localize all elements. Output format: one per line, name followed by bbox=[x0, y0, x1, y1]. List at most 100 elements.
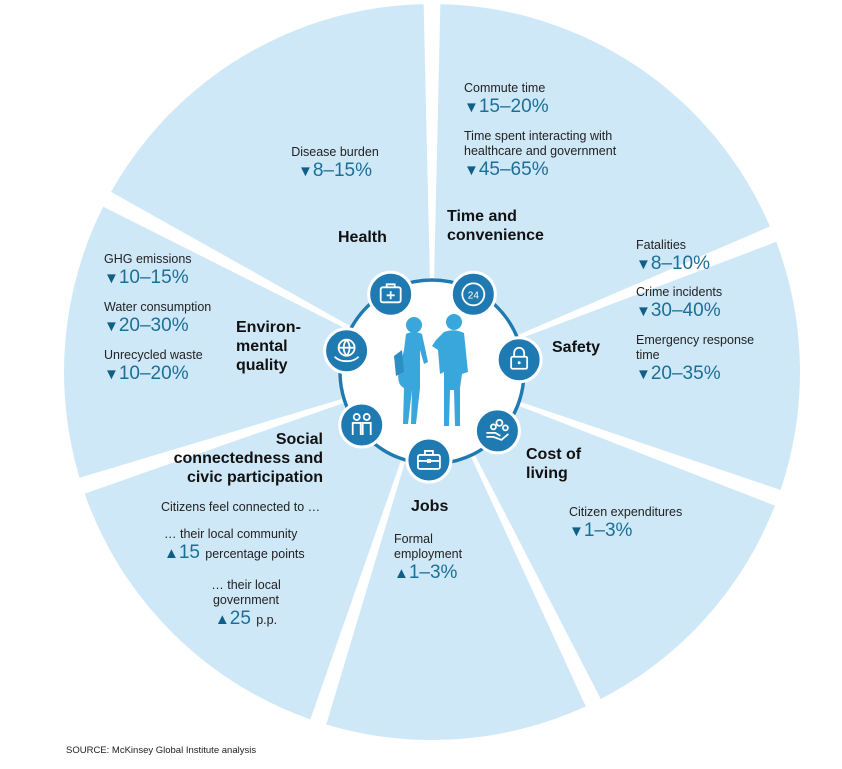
first-aid-kit-icon bbox=[367, 270, 415, 318]
svg-text:24: 24 bbox=[468, 290, 480, 301]
category-health: Health bbox=[338, 229, 387, 246]
metric-interacting-time: Time spent interacting with healthcare a… bbox=[464, 129, 616, 182]
triangle-up-icon: ▲ bbox=[164, 545, 179, 562]
category-line: quality bbox=[236, 357, 288, 374]
value-text: 8–10% bbox=[650, 253, 711, 274]
source-note: SOURCE: McKinsey Global Institute analys… bbox=[66, 745, 257, 756]
category-line: living bbox=[526, 465, 568, 482]
two-people-icon bbox=[338, 401, 386, 449]
metric-value: ▲25 p.p. bbox=[196, 608, 296, 631]
metric-label-line: government bbox=[212, 593, 279, 607]
value-suffix: p.p. bbox=[256, 613, 278, 627]
metric-value: ▼10–20% bbox=[104, 363, 203, 386]
metric-value: ▼20–35% bbox=[636, 363, 754, 386]
value-text: 10–15% bbox=[118, 267, 189, 288]
metric-water-consumption: Water consumption ▼20–30% bbox=[104, 300, 211, 338]
category-line: convenience bbox=[447, 227, 544, 244]
metric-label-line: time bbox=[636, 348, 660, 362]
metric-label: Fatalities bbox=[636, 238, 687, 252]
citizens-connected-label: Citizens feel connected to … bbox=[161, 500, 321, 514]
metric-value: ▲15 percentage points bbox=[164, 542, 305, 565]
metric-emergency-response: Emergency response time ▼20–35% bbox=[636, 333, 754, 386]
wedge-cost bbox=[475, 406, 775, 700]
category-line: mental bbox=[236, 338, 288, 355]
metric-label: GHG emissions bbox=[104, 252, 192, 266]
metric-value: ▼30–40% bbox=[636, 300, 722, 323]
category-line: connectedness and bbox=[173, 450, 323, 467]
metric-value: ▲1–3% bbox=[394, 562, 462, 585]
category-environmental-quality: Environ- mental quality bbox=[236, 318, 301, 375]
triangle-down-icon: ▼ bbox=[464, 99, 479, 116]
wedge-health bbox=[111, 4, 430, 326]
metric-value: ▼1–3% bbox=[569, 520, 682, 543]
triangle-down-icon: ▼ bbox=[569, 523, 584, 540]
value-text: 8–15% bbox=[312, 160, 373, 181]
value-text: 1–3% bbox=[583, 520, 633, 541]
briefcase-icon bbox=[405, 436, 453, 484]
category-line: Social bbox=[275, 431, 323, 448]
24-hour-clock-icon: 24 bbox=[449, 270, 497, 318]
category-social-connectedness: Social connectedness and civic participa… bbox=[150, 430, 323, 487]
metric-value: ▼8–15% bbox=[270, 160, 400, 183]
triangle-down-icon: ▼ bbox=[297, 163, 313, 180]
triangle-down-icon: ▼ bbox=[636, 303, 651, 320]
category-line: Time and bbox=[447, 208, 517, 225]
triangle-up-icon: ▲ bbox=[214, 611, 230, 628]
metric-label-line: … their local bbox=[211, 578, 281, 592]
metric-label: Disease burden bbox=[291, 145, 379, 159]
triangle-down-icon: ▼ bbox=[464, 162, 479, 179]
triangle-up-icon: ▲ bbox=[394, 565, 409, 582]
triangle-down-icon: ▼ bbox=[104, 270, 119, 287]
metric-label-line: Time spent interacting with bbox=[464, 129, 613, 143]
wedge-time bbox=[434, 4, 770, 335]
category-time-and-convenience: Time and convenience bbox=[447, 207, 544, 245]
value-text: 45–65% bbox=[478, 159, 549, 180]
value-text: 10–20% bbox=[118, 363, 189, 384]
globe-in-hand-icon bbox=[323, 327, 371, 375]
category-line: civic participation bbox=[186, 469, 323, 486]
triangle-down-icon: ▼ bbox=[636, 366, 651, 383]
category-cost-of-living: Cost of living bbox=[526, 445, 581, 483]
metric-commute-time: Commute time ▼15–20% bbox=[464, 81, 549, 119]
category-safety: Safety bbox=[552, 339, 601, 356]
triangle-down-icon: ▼ bbox=[636, 256, 651, 273]
wedges bbox=[63, 4, 800, 741]
value-text: 15 bbox=[178, 542, 200, 563]
metric-value: ▼20–30% bbox=[104, 315, 211, 338]
metric-label: Water consumption bbox=[104, 300, 212, 314]
value-suffix: percentage points bbox=[205, 547, 305, 561]
category-line: Cost of bbox=[526, 446, 582, 463]
metric-local-community: … their local community ▲15 percentage p… bbox=[164, 527, 305, 565]
metric-citizen-expenditures: Citizen expenditures ▼1–3% bbox=[569, 505, 682, 543]
wedge-social bbox=[84, 403, 401, 720]
metric-disease-burden: Disease burden ▼8–15% bbox=[270, 145, 400, 183]
value-text: 20–35% bbox=[650, 363, 721, 384]
metric-local-government: … their local government ▲25 p.p. bbox=[196, 578, 296, 631]
metric-crime-incidents: Crime incidents ▼30–40% bbox=[636, 285, 722, 323]
metric-label: … their local community bbox=[164, 527, 298, 541]
metric-label: Unrecycled waste bbox=[104, 348, 203, 362]
category-line: Environ- bbox=[236, 319, 301, 336]
metric-label-line: healthcare and government bbox=[464, 144, 617, 158]
metric-label: Commute time bbox=[464, 81, 546, 95]
hand-with-coins-icon bbox=[473, 407, 521, 455]
metric-fatalities: Fatalities ▼8–10% bbox=[636, 238, 710, 276]
metric-label: Citizen expenditures bbox=[569, 505, 683, 519]
category-jobs: Jobs bbox=[411, 498, 449, 515]
triangle-down-icon: ▼ bbox=[104, 366, 119, 383]
value-text: 25 bbox=[229, 608, 251, 629]
padlock-icon bbox=[495, 336, 543, 384]
metric-value: ▼8–10% bbox=[636, 253, 710, 276]
metric-value: ▼10–15% bbox=[104, 267, 192, 290]
value-text: 15–20% bbox=[478, 96, 549, 117]
value-text: 1–3% bbox=[408, 562, 458, 583]
metric-label-line: Emergency response bbox=[636, 333, 755, 347]
metric-ghg-emissions: GHG emissions ▼10–15% bbox=[104, 252, 192, 290]
value-text: 20–30% bbox=[118, 315, 189, 336]
two-people-talking-with-phones-icon bbox=[394, 314, 468, 426]
wedge-jobs bbox=[326, 457, 586, 741]
wedge-environment bbox=[63, 206, 349, 478]
metric-formal-employment: Formal employment ▲1–3% bbox=[394, 532, 462, 585]
metric-label-line: Formal bbox=[394, 532, 433, 546]
